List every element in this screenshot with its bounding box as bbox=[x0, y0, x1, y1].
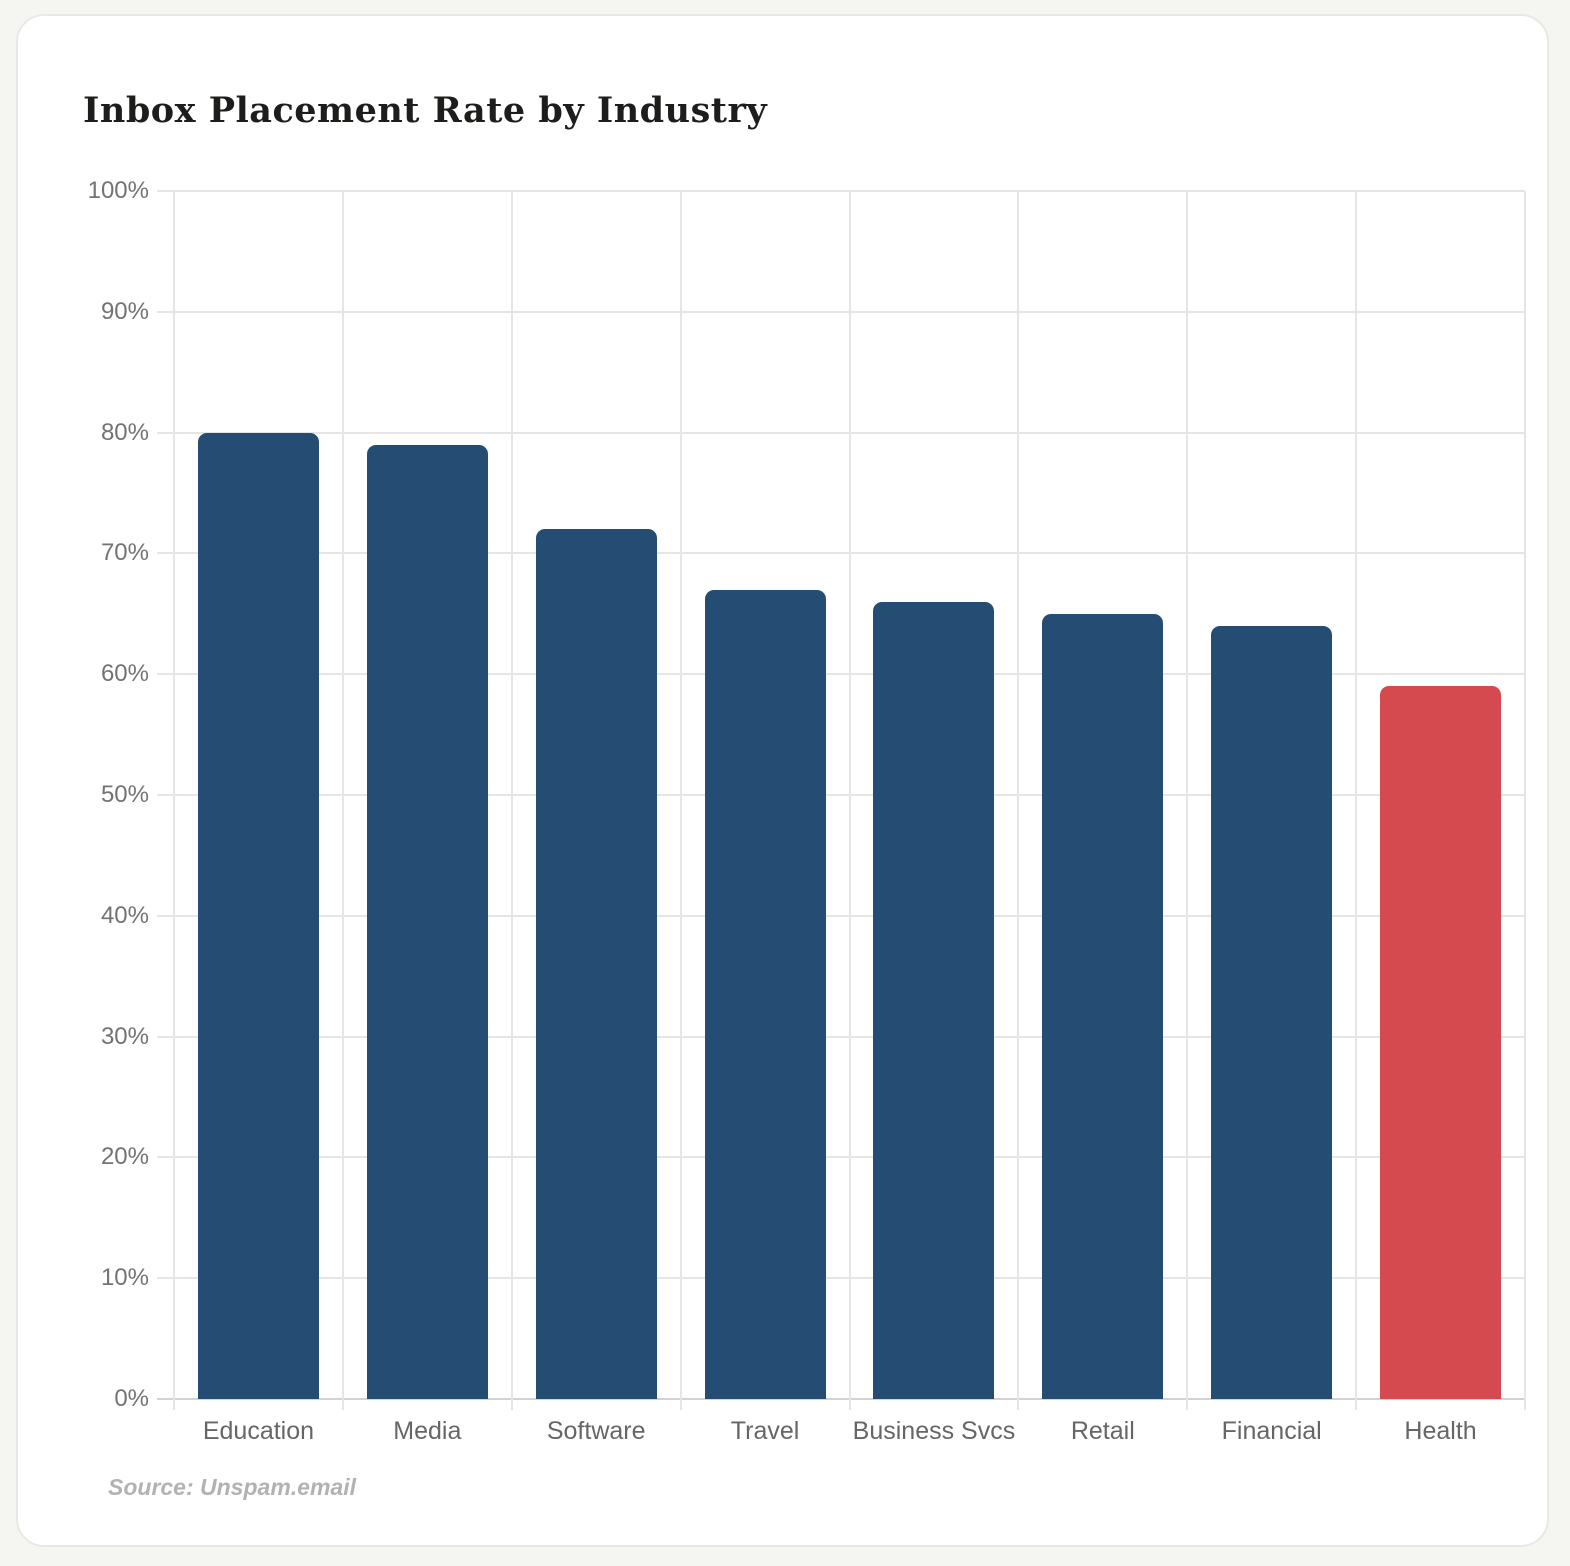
x-axis-label-media: Media bbox=[393, 1417, 462, 1445]
y-axis-label-10: 10% bbox=[100, 1264, 149, 1292]
gridline-90 bbox=[157, 310, 1525, 313]
y-axis-label-40: 40% bbox=[100, 901, 149, 929]
y-axis-label-50: 50% bbox=[100, 781, 149, 808]
bar-health bbox=[1380, 686, 1502, 1399]
gridline-40 bbox=[157, 914, 1525, 917]
gridline-v-8 bbox=[1524, 191, 1526, 1410]
x-axis-label-software: Software bbox=[546, 1417, 646, 1445]
gridline-70 bbox=[157, 552, 1525, 555]
gridline-v-7 bbox=[1355, 191, 1358, 1410]
gridline-v-6 bbox=[1186, 191, 1189, 1410]
y-axis-label-0: 0% bbox=[114, 1385, 149, 1412]
gridline-20 bbox=[157, 1156, 1525, 1159]
bar-education bbox=[197, 432, 319, 1399]
gridline-30 bbox=[157, 1035, 1525, 1038]
y-axis-label-30: 30% bbox=[100, 1022, 149, 1050]
gridline-v-2 bbox=[510, 191, 513, 1410]
source-note: Source: Unspam.email bbox=[108, 1474, 356, 1500]
x-axis-label-financial: Financial bbox=[1221, 1417, 1322, 1445]
gridline-v-5 bbox=[1017, 191, 1020, 1410]
gridline-80 bbox=[157, 431, 1525, 434]
bar-travel bbox=[704, 589, 826, 1399]
bar-software bbox=[535, 529, 657, 1399]
x-axis-label-travel: Travel bbox=[730, 1417, 800, 1445]
y-axis-label-20: 20% bbox=[100, 1143, 149, 1171]
gridline-0 bbox=[157, 1398, 1525, 1400]
y-axis-label-60: 60% bbox=[100, 660, 149, 688]
gridline-v-1 bbox=[341, 191, 344, 1410]
y-axis-label-90: 90% bbox=[100, 297, 149, 325]
gridline-50 bbox=[157, 794, 1525, 796]
chart-title: Inbox Placement Rate by Industry bbox=[83, 90, 768, 131]
x-axis-label-retail: Retail bbox=[1070, 1417, 1135, 1445]
gridline-100 bbox=[157, 190, 1525, 192]
bar-retail bbox=[1042, 613, 1164, 1399]
x-axis-label-education: Education bbox=[202, 1417, 315, 1445]
x-axis-label-business-svcs: Business Svcs bbox=[852, 1417, 1016, 1445]
bar-business-svcs bbox=[873, 601, 995, 1399]
gridline-60 bbox=[157, 673, 1525, 676]
chart-card: Inbox Placement Rate by Industry 0% 10% 20… bbox=[16, 14, 1549, 1547]
x-axis-label-health: Health bbox=[1404, 1417, 1477, 1445]
y-axis-label-100: 100% bbox=[87, 177, 149, 204]
bar-media bbox=[366, 444, 488, 1399]
gridline-v-4 bbox=[848, 191, 851, 1410]
plot-area: 0% 10% 20% 30% 40% 50% 60% 70% 80% 90% 100% Educati… bbox=[88, 177, 1526, 1445]
y-axis-line bbox=[173, 191, 175, 1410]
gridline-10 bbox=[157, 1277, 1525, 1280]
gridline-v-3 bbox=[679, 191, 682, 1410]
y-axis-label-70: 70% bbox=[100, 539, 149, 567]
y-axis-label-80: 80% bbox=[100, 418, 149, 446]
bar-financial bbox=[1211, 625, 1333, 1399]
